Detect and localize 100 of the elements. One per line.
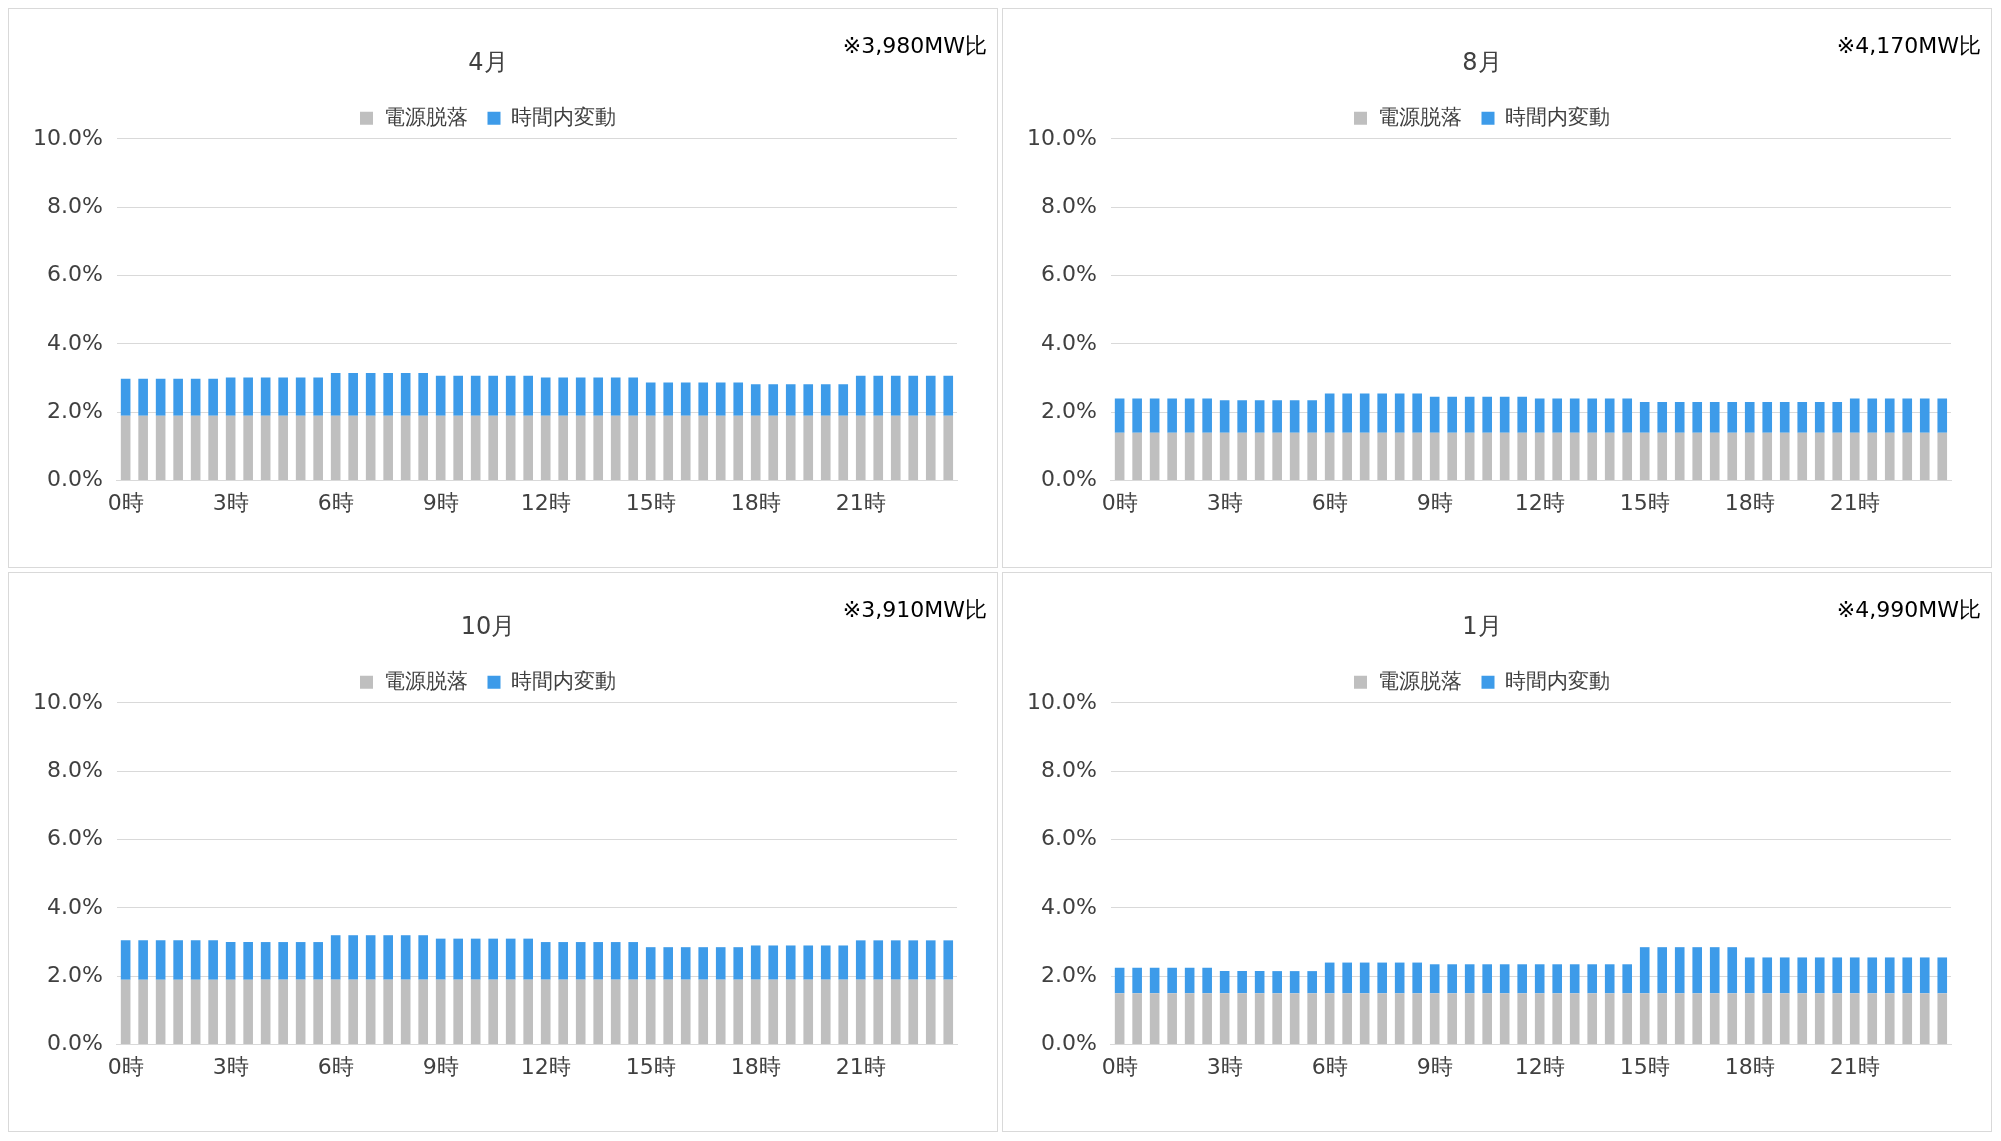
bar xyxy=(1167,398,1177,433)
bar xyxy=(295,979,306,1045)
bar xyxy=(750,415,761,481)
bar xyxy=(295,415,306,481)
bar xyxy=(715,382,726,416)
bar xyxy=(225,377,236,416)
bar xyxy=(243,415,253,481)
bar xyxy=(855,415,866,481)
bar xyxy=(1254,432,1265,481)
bar xyxy=(1919,993,1930,1045)
bar xyxy=(925,415,936,481)
bar xyxy=(173,415,183,481)
bar xyxy=(400,935,411,980)
bar xyxy=(628,415,639,481)
bar xyxy=(1604,964,1615,994)
bar xyxy=(313,415,323,481)
bar xyxy=(855,979,866,1045)
bar xyxy=(225,415,236,481)
legend-label: 時間内変動 xyxy=(1505,104,1610,129)
bar xyxy=(225,942,236,980)
bar xyxy=(1727,401,1738,433)
bar xyxy=(260,942,271,980)
bar xyxy=(1604,432,1615,481)
bar xyxy=(1184,432,1195,481)
bar xyxy=(785,415,796,481)
bar xyxy=(383,372,393,416)
bar xyxy=(1797,401,1808,433)
bar xyxy=(278,942,288,980)
bar xyxy=(1289,971,1300,994)
bar xyxy=(1779,957,1790,994)
bar xyxy=(1307,432,1317,481)
y-tick-label: 6.0% xyxy=(46,825,103,851)
bar xyxy=(1132,993,1142,1045)
bar xyxy=(1447,993,1457,1045)
bar xyxy=(1499,993,1510,1045)
bar xyxy=(803,945,814,980)
bar xyxy=(453,375,463,416)
y-tick-label: 8.0% xyxy=(1040,756,1097,782)
bar xyxy=(680,415,691,481)
legend-label: 時間内変動 xyxy=(511,104,616,129)
bar xyxy=(593,377,604,416)
bar xyxy=(1324,432,1335,481)
bar xyxy=(593,415,604,481)
bar xyxy=(540,377,551,416)
bar xyxy=(295,377,306,416)
x-tick-label: 6時 xyxy=(1311,489,1348,515)
bar xyxy=(383,935,393,980)
bar xyxy=(1884,398,1895,433)
x-tick-label: 3時 xyxy=(212,489,249,515)
legend-label: 時間内変動 xyxy=(511,668,616,693)
bar xyxy=(1394,993,1405,1045)
bar xyxy=(1797,957,1808,994)
bar xyxy=(1342,993,1352,1045)
bar xyxy=(680,947,691,980)
text: ※4,170MW比 xyxy=(1836,32,1981,60)
bar xyxy=(733,947,744,980)
bar xyxy=(1709,993,1720,1045)
bar xyxy=(943,940,954,980)
bar xyxy=(645,979,656,1045)
bar xyxy=(908,375,919,416)
bar xyxy=(1464,396,1475,433)
bar xyxy=(1237,993,1247,1045)
bar xyxy=(820,384,831,416)
bar xyxy=(1587,432,1598,481)
bar xyxy=(750,945,761,980)
bar xyxy=(1937,398,1948,433)
x-tick-label: 21時 xyxy=(1829,1053,1880,1079)
x-tick-label: 3時 xyxy=(1206,1053,1243,1079)
bar xyxy=(1149,967,1160,994)
bar xyxy=(558,979,569,1045)
bar xyxy=(383,979,393,1045)
x-tick-label: 3時 xyxy=(212,1053,249,1079)
bar xyxy=(1709,947,1720,994)
x-tick-label: 21時 xyxy=(835,1053,886,1079)
bar xyxy=(1884,432,1895,481)
bar xyxy=(628,942,639,980)
bar xyxy=(1429,396,1440,433)
bar xyxy=(1622,398,1633,433)
y-tick-label: 6.0% xyxy=(1040,825,1097,851)
bar xyxy=(453,938,463,980)
bar xyxy=(190,979,201,1045)
bar xyxy=(1359,393,1370,433)
bar xyxy=(1814,957,1825,994)
bar xyxy=(1219,993,1230,1045)
bar xyxy=(1902,432,1913,481)
bar xyxy=(330,935,341,980)
bar xyxy=(820,979,831,1045)
bar xyxy=(523,375,534,416)
bar xyxy=(505,415,516,481)
bar xyxy=(1937,432,1948,481)
bar xyxy=(1307,400,1317,433)
bar xyxy=(1149,993,1160,1045)
bar xyxy=(208,940,218,980)
bar xyxy=(733,979,744,1045)
y-tick-label: 4.0% xyxy=(46,329,103,355)
bar xyxy=(418,372,428,416)
bar xyxy=(120,378,131,416)
bar xyxy=(1272,400,1282,433)
bar xyxy=(1587,993,1598,1045)
bar xyxy=(208,979,218,1045)
